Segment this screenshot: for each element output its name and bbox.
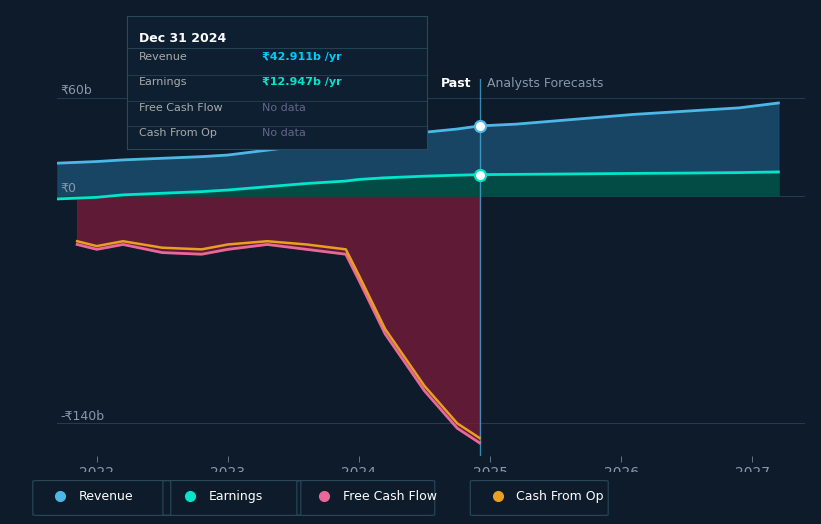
- Text: ₹0: ₹0: [60, 182, 76, 195]
- Text: Earnings: Earnings: [140, 77, 188, 87]
- Text: Free Cash Flow: Free Cash Flow: [342, 490, 437, 503]
- Text: Earnings: Earnings: [209, 490, 263, 503]
- Text: Cash From Op: Cash From Op: [516, 490, 603, 503]
- Text: ₹42.911b /yr: ₹42.911b /yr: [262, 52, 342, 62]
- Text: Free Cash Flow: Free Cash Flow: [140, 103, 222, 113]
- Text: No data: No data: [262, 103, 306, 113]
- Text: Revenue: Revenue: [140, 52, 188, 62]
- Text: Analysts Forecasts: Analysts Forecasts: [488, 77, 603, 90]
- Text: ₹12.947b /yr: ₹12.947b /yr: [262, 77, 342, 87]
- Text: Cash From Op: Cash From Op: [140, 128, 217, 138]
- Text: -₹140b: -₹140b: [60, 410, 104, 422]
- Text: ₹60b: ₹60b: [60, 84, 92, 97]
- Text: Dec 31 2024: Dec 31 2024: [140, 32, 227, 45]
- Text: No data: No data: [262, 128, 306, 138]
- Text: Past: Past: [441, 77, 471, 90]
- Text: Revenue: Revenue: [79, 490, 133, 503]
